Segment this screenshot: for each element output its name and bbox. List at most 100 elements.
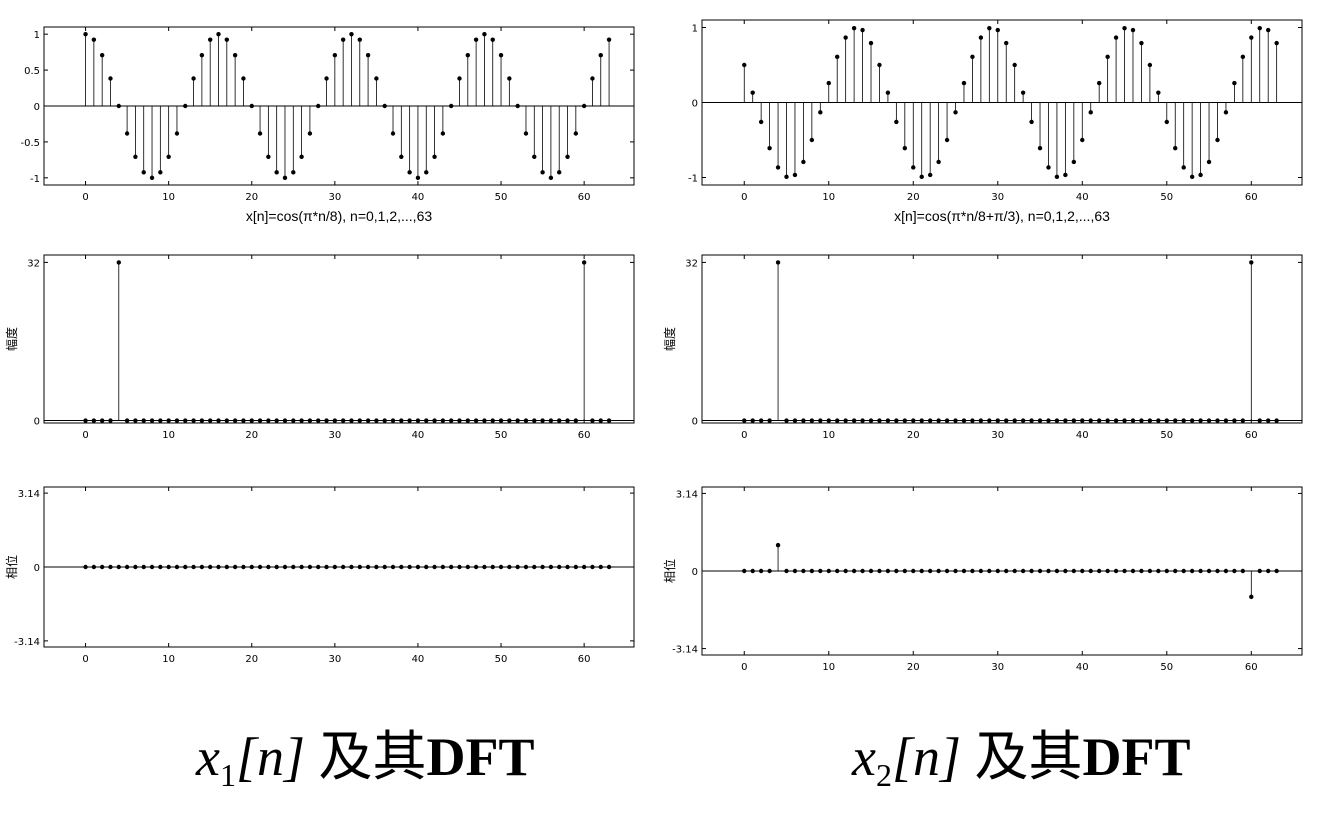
plot-frame xyxy=(43,254,635,424)
stem-marker xyxy=(1198,172,1203,178)
stem-marker xyxy=(523,131,529,136)
stem-marker xyxy=(216,564,221,570)
stem-marker xyxy=(316,103,321,109)
stem-marker xyxy=(784,174,789,180)
stem-marker xyxy=(885,418,891,423)
stem-marker xyxy=(557,418,562,423)
stem-marker xyxy=(507,564,512,570)
stem-marker xyxy=(374,418,379,423)
stem-marker xyxy=(573,564,579,570)
stem-marker xyxy=(843,568,848,574)
stem-marker xyxy=(953,568,958,574)
x-tick-label: 40 xyxy=(412,430,425,441)
x-tick-label: 30 xyxy=(328,430,341,441)
stem-marker xyxy=(1206,159,1212,165)
y-tick-label: 32 xyxy=(685,258,698,269)
stem-marker xyxy=(232,53,238,58)
stem-marker xyxy=(99,564,105,570)
stem-marker xyxy=(548,418,554,423)
stem-marker xyxy=(166,564,171,570)
stem-marker xyxy=(1029,119,1034,125)
stem-marker xyxy=(249,418,254,423)
stem-marker xyxy=(1105,54,1110,60)
stem-marker xyxy=(266,564,271,570)
stem-marker xyxy=(1105,568,1110,574)
y-tick-label: 3.14 xyxy=(18,489,40,500)
stem-marker xyxy=(324,418,329,423)
stem-marker xyxy=(1113,568,1119,574)
stem-marker xyxy=(927,418,933,423)
stem-marker xyxy=(166,418,171,423)
stem-marker xyxy=(199,418,205,423)
stem-marker xyxy=(91,37,97,42)
stem-marker xyxy=(199,564,205,570)
stem-marker xyxy=(357,418,362,423)
x-tick-label: 20 xyxy=(907,430,920,441)
stem-marker xyxy=(767,568,772,574)
stem-marker xyxy=(399,154,404,159)
stem-marker xyxy=(742,62,747,68)
stem-marker xyxy=(507,418,512,423)
stem-marker xyxy=(826,418,831,423)
stem-marker xyxy=(207,418,213,423)
stem-marker xyxy=(274,418,279,423)
stem-marker xyxy=(1257,568,1262,574)
stem-marker xyxy=(995,568,1000,574)
stem-marker xyxy=(316,564,321,570)
stem-marker xyxy=(490,37,495,42)
stem-marker xyxy=(515,103,520,109)
stem-marker xyxy=(860,568,865,574)
stem-marker xyxy=(282,175,288,181)
stem-marker xyxy=(83,418,88,423)
stem-marker xyxy=(1257,25,1262,31)
stem-marker xyxy=(448,564,454,570)
stem-marker xyxy=(133,154,138,159)
stem-marker xyxy=(1223,568,1229,574)
x-axis-label: x[n]=cos(π*n/8), n=0,1,2,...,63 xyxy=(246,208,433,224)
stem-marker xyxy=(116,103,121,109)
caption-index: [n] xyxy=(891,727,961,787)
stem-marker xyxy=(581,260,587,265)
stem-marker xyxy=(1046,165,1051,170)
chart-panel-6: 0 10 20 30 40 50 60 3.14 0 -3.14 相位 xyxy=(662,486,1303,673)
stem-marker xyxy=(1080,568,1085,574)
stem-marker xyxy=(565,564,570,570)
stem-marker xyxy=(241,76,246,81)
stem-marker xyxy=(919,418,924,423)
stem-marker xyxy=(1156,568,1161,574)
stem-marker xyxy=(440,131,446,136)
stem-marker xyxy=(1215,418,1220,423)
stem-marker xyxy=(1046,568,1051,574)
stem-marker xyxy=(1088,568,1093,574)
stem-marker xyxy=(374,76,379,81)
stem-marker xyxy=(1020,418,1026,423)
stem-marker xyxy=(1240,418,1246,423)
stem-marker xyxy=(191,564,196,570)
stem-marker xyxy=(1189,568,1195,574)
stem-marker xyxy=(291,418,296,423)
stem-marker xyxy=(1249,260,1254,265)
plot-frame xyxy=(701,254,1303,424)
y-tick-label: 0 xyxy=(34,102,40,113)
stem-marker xyxy=(590,418,595,423)
stem-marker xyxy=(911,568,916,574)
stem-marker xyxy=(742,418,747,423)
stem-marker xyxy=(307,564,313,570)
stem-marker xyxy=(606,564,612,570)
stem-marker xyxy=(860,418,865,423)
stem-marker xyxy=(606,418,612,423)
stem-marker xyxy=(498,418,504,423)
stem-marker xyxy=(767,145,772,151)
stem-marker xyxy=(818,418,823,423)
x-tick-label: 50 xyxy=(495,192,508,203)
y-tick-label: 0 xyxy=(34,417,40,428)
x-tick-label: 0 xyxy=(741,430,747,441)
stem-marker xyxy=(349,564,354,570)
stem-marker xyxy=(1147,62,1153,68)
x-tick-label: 60 xyxy=(578,654,591,665)
stem-marker xyxy=(1130,27,1136,33)
stem-marker xyxy=(970,54,975,60)
stem-marker xyxy=(457,418,462,423)
stem-marker xyxy=(767,418,772,423)
stem-marker xyxy=(141,564,146,570)
